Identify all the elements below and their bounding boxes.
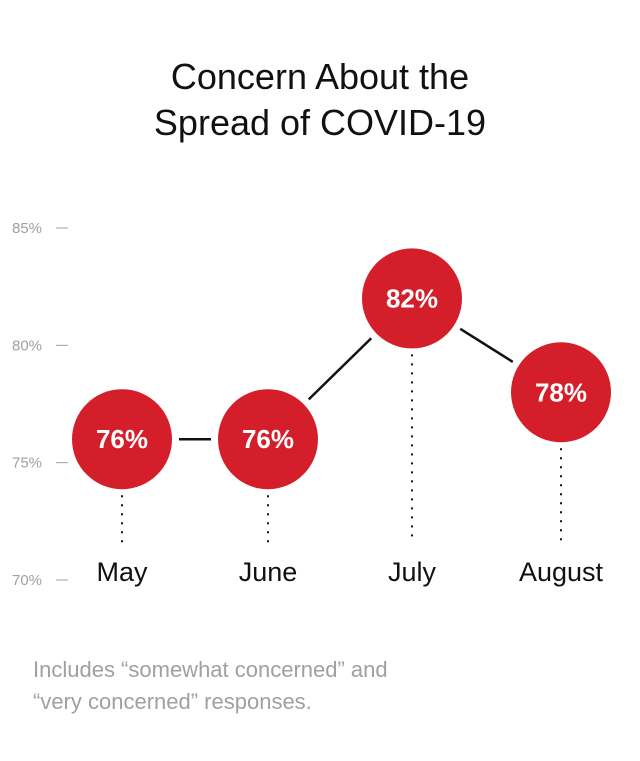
series-line-segment: [459, 327, 514, 363]
y-tick-label: 80%: [12, 337, 42, 354]
x-category-label-may: May: [96, 557, 148, 587]
footnote: Includes “somewhat concerned” and “very …: [33, 654, 553, 718]
footnote-line-2: “very concerned” responses.: [33, 689, 312, 714]
data-label-august: 78%: [535, 377, 587, 407]
line-chart: 70% 75% 80% 85% 76% 76% 82% 78% May June July Augus…: [12, 220, 611, 589]
data-point-may: [72, 389, 172, 490]
data-label-july: 82%: [386, 283, 438, 313]
footnote-line-1: Includes “somewhat concerned” and: [33, 657, 388, 682]
data-label-june: 76%: [242, 424, 294, 454]
series-line-segment: [307, 337, 373, 401]
data-label-may: 76%: [96, 424, 148, 454]
y-tick-label: 75%: [12, 455, 42, 472]
data-point-august: [511, 342, 611, 443]
chart-title-line-1: Concern About the: [170, 56, 470, 97]
y-tick-label: 85%: [12, 220, 42, 237]
chart-title: Concern About the Spread of COVID-19: [0, 54, 640, 146]
y-tick-label: 70%: [12, 572, 42, 589]
x-category-label-august: August: [519, 557, 604, 587]
x-category-label-june: June: [239, 557, 298, 587]
x-category-label-july: July: [388, 557, 437, 587]
data-point-june: [218, 389, 318, 490]
data-point-july: [362, 248, 462, 349]
chart-title-line-2: Spread of COVID-19: [153, 102, 487, 143]
